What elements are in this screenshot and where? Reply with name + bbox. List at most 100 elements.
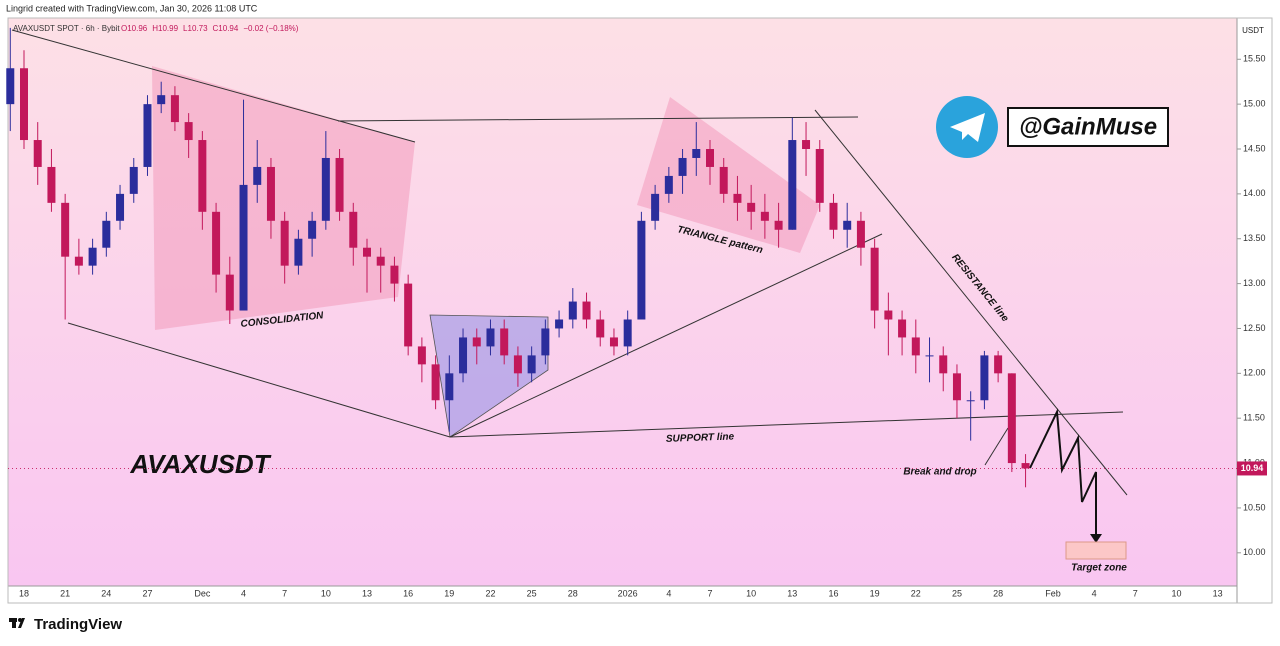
candle-body [198, 140, 207, 212]
ticker-watermark: AVAXUSDT [129, 449, 271, 479]
x-tick-label: 10 [1171, 588, 1181, 598]
x-tick-label: 25 [527, 588, 537, 598]
y-tick-label: 11.50 [1243, 413, 1265, 423]
y-tick-label: 14.00 [1243, 188, 1266, 198]
y-unit: USDT [1242, 26, 1264, 35]
candles [6, 27, 1030, 488]
symbol: AVAXUSDT SPOT · 6h · Bybit [13, 24, 120, 33]
candle-body [884, 310, 893, 320]
quote: O10.96 H10.99 L10.73 C10.94 −0.02 (−0.18%) [121, 24, 299, 33]
candle-body [253, 166, 262, 185]
candle-body [829, 202, 838, 230]
candle-body [898, 319, 907, 338]
quote-value: O10.96 [121, 24, 148, 33]
candle-body [335, 157, 344, 212]
candle-body [952, 373, 961, 401]
candle-body [116, 193, 125, 221]
y-tick-label: 12.50 [1243, 323, 1266, 333]
x-tick-label: 16 [403, 588, 413, 598]
horizontal-line [337, 116, 859, 122]
x-tick-label: 28 [993, 588, 1003, 598]
candle-body [445, 373, 454, 401]
candle-body [911, 337, 920, 356]
y-tick-label: 13.50 [1243, 233, 1266, 243]
candle-body [733, 193, 742, 203]
candle-body [6, 68, 15, 105]
candle-body [225, 274, 234, 311]
candle-body [33, 140, 42, 167]
candle-body [486, 328, 495, 347]
frame [7, 17, 1273, 604]
brand: TradingView [34, 616, 122, 633]
candle-body [184, 122, 193, 141]
candle-body [266, 166, 275, 221]
x-tick-label: 18 [19, 588, 29, 598]
candle-body [74, 256, 83, 266]
candle-body [239, 184, 248, 311]
x-tick-label: 7 [1133, 588, 1138, 598]
x-tick-label: Feb [1045, 588, 1061, 598]
candle-body [1021, 463, 1030, 469]
candle-body [678, 157, 687, 176]
candle-body [788, 140, 797, 230]
candle-body [774, 220, 783, 230]
candle-body [404, 283, 413, 347]
x-tick-label: 4 [241, 588, 246, 598]
candle-body [939, 355, 948, 374]
y-tick-label: 10.50 [1243, 502, 1266, 512]
candle-body [321, 157, 330, 221]
candle-body [47, 166, 56, 203]
candle-body [856, 220, 865, 248]
candle-body [623, 319, 632, 347]
telegram-plane [950, 113, 985, 142]
resistance-line [814, 109, 1128, 496]
rising-line [449, 233, 883, 438]
candle-body [212, 211, 221, 275]
y-tick-label: 10.00 [1243, 547, 1266, 557]
target-zone [1065, 541, 1127, 560]
candle-body [500, 328, 509, 356]
x-tick-label: 2026 [618, 588, 638, 598]
x-tick-label: 7 [282, 588, 287, 598]
candle-body [390, 265, 399, 284]
candle-body [843, 220, 852, 230]
y-tick-label: 13.00 [1243, 278, 1266, 288]
candle-body [376, 256, 385, 266]
handle: @GainMuse [1019, 113, 1157, 140]
channel-bottom [67, 322, 451, 438]
attribution: Lingrid created with TradingView.com, Ja… [6, 3, 258, 13]
x-tick-label: 22 [485, 588, 495, 598]
quote-value: C10.94 [213, 24, 239, 33]
candle-body [802, 140, 811, 150]
x-tick-label: 27 [142, 588, 152, 598]
candle-body [88, 247, 97, 266]
x-tick-label: 13 [1213, 588, 1223, 598]
candle-body [294, 238, 303, 266]
x-tick-label: 7 [707, 588, 712, 598]
annotation: SUPPORT line [666, 431, 735, 444]
annotation: Break and drop [903, 467, 976, 478]
candle-body [760, 211, 769, 221]
x-tick-label: 21 [60, 588, 70, 598]
quote-value: H10.99 [152, 24, 178, 33]
candle-body [417, 346, 426, 365]
x-tick-label: 10 [746, 588, 756, 598]
candle-body [994, 355, 1003, 374]
x-tick-label: 4 [1092, 588, 1097, 598]
candle-body [568, 301, 577, 320]
candle-body [692, 149, 701, 158]
x-tick-label: 19 [444, 588, 454, 598]
y-tick-label: 12.00 [1243, 368, 1266, 378]
break-arrow [984, 427, 1009, 466]
last-price-label: 10.94 [1241, 463, 1264, 473]
candle-body [719, 166, 728, 194]
x-tick-label: Dec [194, 588, 211, 598]
candle-body [61, 202, 70, 257]
quote-value: L10.73 [183, 24, 208, 33]
candle-body [925, 355, 934, 357]
candle-body [102, 220, 111, 248]
x-tick-label: 4 [666, 588, 671, 598]
y-tick-label: 15.00 [1243, 99, 1266, 109]
candle-body [527, 355, 536, 374]
